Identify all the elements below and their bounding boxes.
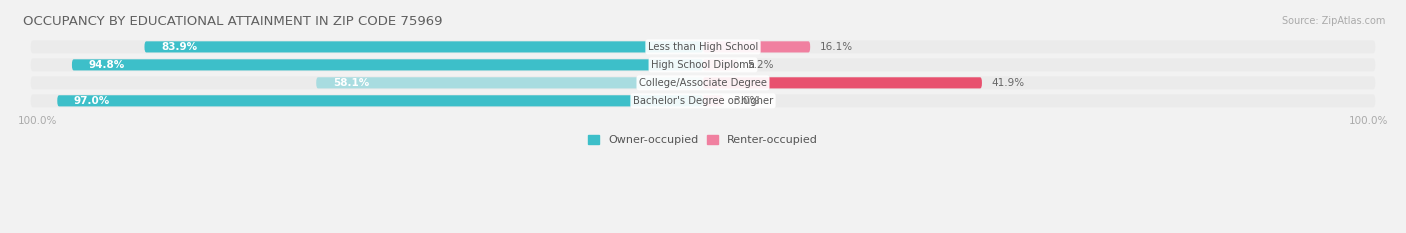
FancyBboxPatch shape	[31, 76, 1375, 89]
Text: OCCUPANCY BY EDUCATIONAL ATTAINMENT IN ZIP CODE 75969: OCCUPANCY BY EDUCATIONAL ATTAINMENT IN Z…	[22, 15, 441, 28]
Text: 5.2%: 5.2%	[748, 60, 775, 70]
Text: 16.1%: 16.1%	[820, 42, 853, 52]
FancyBboxPatch shape	[316, 77, 703, 89]
Text: 94.8%: 94.8%	[89, 60, 125, 70]
FancyBboxPatch shape	[703, 59, 738, 70]
Text: High School Diploma: High School Diploma	[651, 60, 755, 70]
Text: 97.0%: 97.0%	[75, 96, 110, 106]
FancyBboxPatch shape	[703, 41, 810, 52]
Text: Source: ZipAtlas.com: Source: ZipAtlas.com	[1281, 16, 1385, 26]
FancyBboxPatch shape	[72, 59, 703, 70]
Text: Bachelor's Degree or higher: Bachelor's Degree or higher	[633, 96, 773, 106]
Text: Less than High School: Less than High School	[648, 42, 758, 52]
Text: 41.9%: 41.9%	[991, 78, 1025, 88]
Text: 83.9%: 83.9%	[162, 42, 197, 52]
FancyBboxPatch shape	[703, 77, 981, 89]
FancyBboxPatch shape	[31, 58, 1375, 71]
Text: 58.1%: 58.1%	[333, 78, 370, 88]
Text: College/Associate Degree: College/Associate Degree	[638, 78, 768, 88]
FancyBboxPatch shape	[31, 41, 1375, 53]
Text: 3.0%: 3.0%	[733, 96, 759, 106]
FancyBboxPatch shape	[58, 95, 703, 106]
FancyBboxPatch shape	[703, 95, 723, 106]
Legend: Owner-occupied, Renter-occupied: Owner-occupied, Renter-occupied	[588, 135, 818, 145]
FancyBboxPatch shape	[145, 41, 703, 52]
FancyBboxPatch shape	[31, 94, 1375, 107]
